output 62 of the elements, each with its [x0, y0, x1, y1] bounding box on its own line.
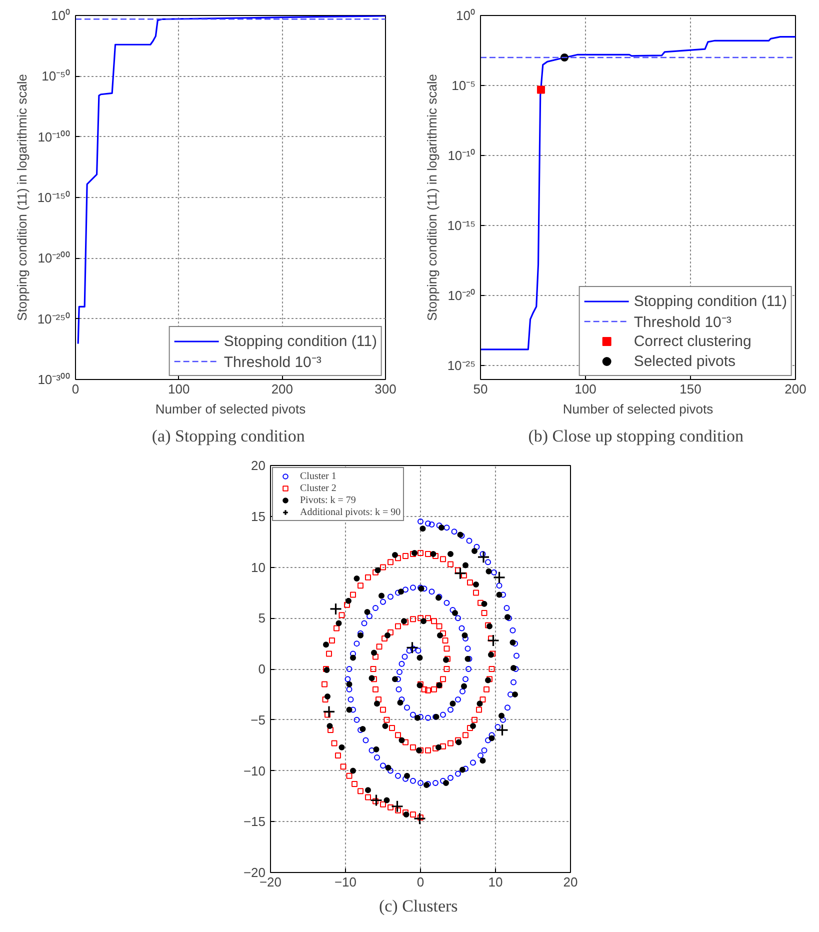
- point: [492, 571, 506, 584]
- point: [390, 800, 404, 813]
- y-tick-label: 10⁰: [51, 8, 71, 23]
- y-tick-label: −20: [243, 865, 266, 880]
- point: [496, 724, 509, 736]
- y-tick-label: 5: [258, 610, 266, 626]
- y-tick-label: 10: [251, 560, 266, 575]
- legend-label: Stopping condition (11): [634, 292, 787, 311]
- x-tick-label: 100: [574, 382, 596, 396]
- x-tick-label: 300: [374, 382, 396, 396]
- y-tick-label: −10: [243, 763, 266, 778]
- y-tick-label: 10⁻¹⁵: [447, 218, 476, 233]
- point: [486, 634, 500, 647]
- x-tick-label: −10: [334, 874, 357, 890]
- y-tick-label: 10⁰: [456, 8, 476, 23]
- x-tick-label: 200: [271, 382, 294, 396]
- y-tick-label: 10⁻¹⁵⁰: [37, 190, 71, 205]
- legend-label: Threshold 10⁻³: [634, 313, 732, 331]
- line-series: [480, 36, 796, 350]
- point: [370, 794, 383, 807]
- y-tick-label: 10⁻³⁰⁰: [38, 372, 71, 387]
- legend-label: Pivots: k = 79: [300, 494, 356, 506]
- legend-label: Additional pivots: k = 90: [300, 506, 401, 518]
- y-tick-label: 0: [258, 662, 266, 676]
- x-tick-label: 50: [473, 382, 488, 396]
- point: [477, 550, 490, 564]
- text: (c) Clusters: [378, 896, 458, 916]
- y-tick-label: 10⁻⁵⁰: [42, 68, 71, 84]
- x-tick-label: 100: [168, 382, 190, 396]
- x-axis-title: Number of selected pivots: [562, 402, 714, 416]
- y-tick-label: 10⁻²⁰: [448, 288, 476, 303]
- y-tick-label: −5: [250, 712, 266, 728]
- y-tick-label: 15: [251, 508, 266, 524]
- point: [454, 567, 467, 580]
- legend-label: Selected pivots: [634, 352, 736, 371]
- x-tick-label: 0: [416, 874, 424, 890]
- y-tick-label: 10⁻²⁰⁰: [38, 250, 71, 266]
- text: (b) Close up stopping condition: [528, 426, 744, 446]
- point: [406, 641, 419, 654]
- y-axis-title: Stopping condition (11) in logarithmic scale: [14, 74, 30, 321]
- y-tick-label: 10⁻¹⁰: [448, 148, 476, 163]
- legend-label: Threshold 10⁻³: [224, 353, 322, 371]
- x-tick-label: 10: [488, 874, 503, 890]
- x-tick-label: 20: [563, 874, 578, 890]
- y-tick-label: 10⁻⁵: [452, 78, 476, 93]
- x-tick-label: 200: [784, 382, 806, 396]
- legend-label: Stopping condition (11): [224, 332, 377, 351]
- legend-label: Cluster 2: [300, 482, 336, 494]
- point: [322, 705, 336, 718]
- y-tick-label: 10⁻²⁵⁰: [37, 311, 71, 326]
- y-tick-label: 10⁻²⁵: [447, 358, 476, 373]
- x-axis-title: Number of selected pivots: [155, 402, 306, 416]
- legend-label: Correct clustering: [634, 332, 752, 351]
- legend-label: Cluster 1: [300, 470, 336, 482]
- point: [413, 812, 426, 825]
- text: (a) Stopping condition: [152, 426, 306, 446]
- point: [329, 602, 342, 616]
- y-tick-label: −15: [243, 814, 266, 830]
- x-tick-label: 150: [680, 382, 702, 396]
- y-axis-title: Stopping condition (11) in logarithmic scale: [424, 74, 440, 321]
- y-tick-label: 10⁻¹⁰⁰: [38, 129, 71, 144]
- y-tick-label: 20: [251, 458, 266, 473]
